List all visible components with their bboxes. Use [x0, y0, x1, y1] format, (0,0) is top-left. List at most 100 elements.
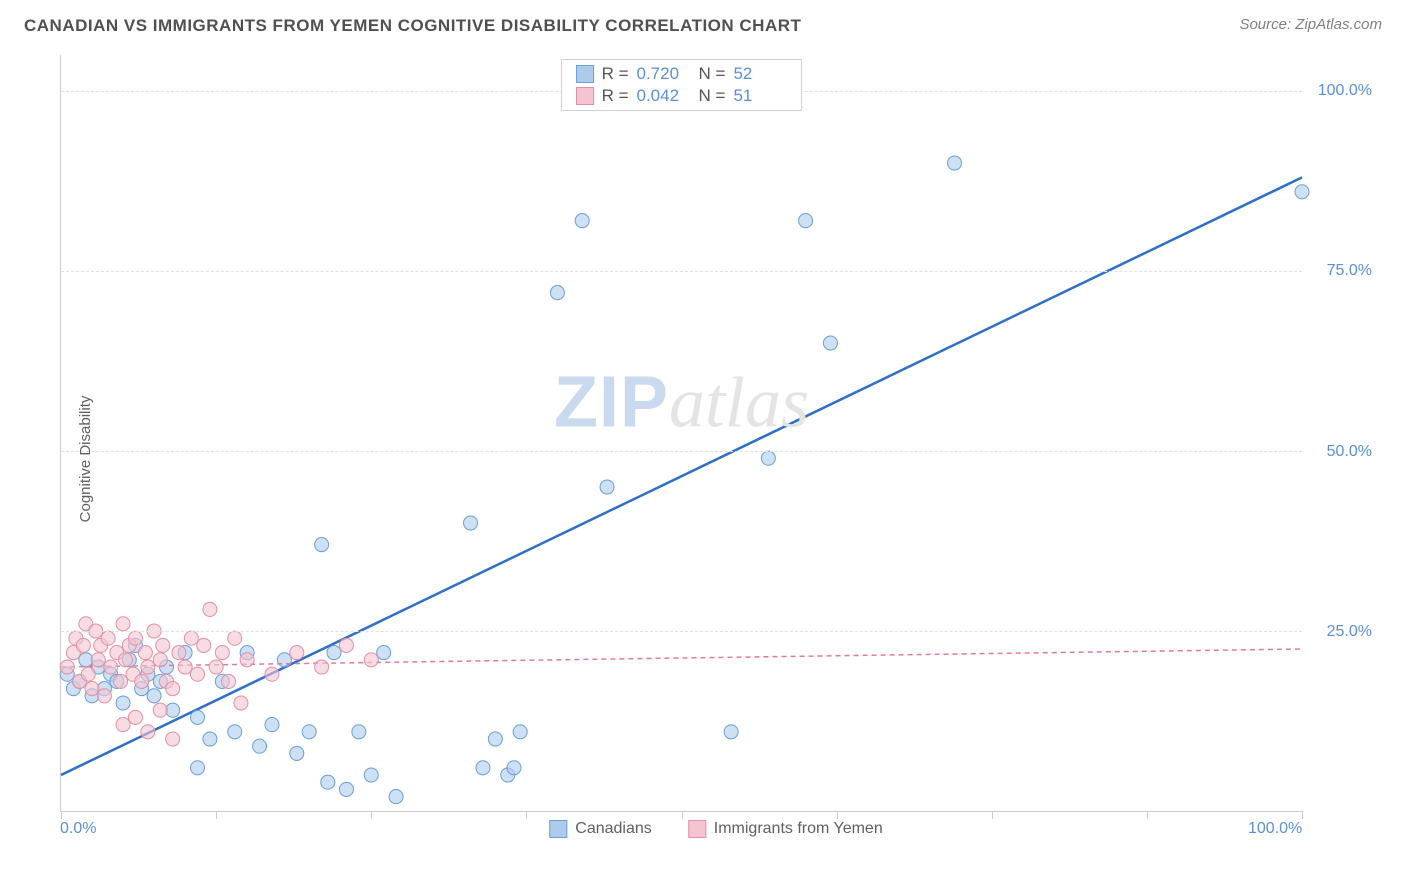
data-point	[116, 696, 130, 710]
chart-container: Cognitive Disability R =0.720N =52R =0.0…	[50, 55, 1382, 862]
data-point	[464, 516, 478, 530]
legend-swatch	[576, 87, 594, 105]
y-tick-label: 25.0%	[1327, 623, 1372, 641]
plot-svg	[61, 55, 1302, 811]
data-point	[302, 725, 316, 739]
legend-item: Canadians	[549, 820, 652, 838]
x-tick	[216, 811, 217, 819]
data-point	[339, 782, 353, 796]
x-tick	[1302, 811, 1303, 819]
data-point	[377, 646, 391, 660]
data-point	[141, 725, 155, 739]
x-tick	[61, 811, 62, 819]
legend-item: Immigrants from Yemen	[688, 820, 883, 838]
data-point	[513, 725, 527, 739]
data-point	[315, 538, 329, 552]
x-tick	[526, 811, 527, 819]
y-tick-label: 100.0%	[1318, 82, 1372, 100]
r-value: 0.720	[637, 64, 691, 84]
data-point	[277, 653, 291, 667]
data-point	[197, 638, 211, 652]
data-point	[352, 725, 366, 739]
data-point	[724, 725, 738, 739]
n-value: 51	[733, 86, 787, 106]
data-point	[184, 631, 198, 645]
x-tick	[837, 811, 838, 819]
data-point	[203, 732, 217, 746]
x-tick-label: 0.0%	[60, 820, 96, 838]
data-point	[265, 718, 279, 732]
data-point	[114, 674, 128, 688]
data-point	[191, 667, 205, 681]
plot-area: R =0.720N =52R =0.042N =51 ZIPatlas	[60, 55, 1302, 812]
data-point	[191, 710, 205, 724]
r-value: 0.042	[637, 86, 691, 106]
data-point	[191, 761, 205, 775]
x-tick	[682, 811, 683, 819]
data-point	[215, 646, 229, 660]
data-point	[156, 638, 170, 652]
data-point	[321, 775, 335, 789]
data-point	[147, 689, 161, 703]
data-point	[76, 638, 90, 652]
data-point	[228, 725, 242, 739]
data-point	[761, 451, 775, 465]
data-point	[507, 761, 521, 775]
x-tick-label: 100.0%	[1248, 820, 1302, 838]
data-point	[209, 660, 223, 674]
data-point	[327, 646, 341, 660]
legend-swatch	[576, 65, 594, 83]
data-point	[91, 653, 105, 667]
data-point	[116, 718, 130, 732]
data-point	[488, 732, 502, 746]
x-tick	[1147, 811, 1148, 819]
n-value: 52	[733, 64, 787, 84]
data-point	[128, 631, 142, 645]
legend-swatch	[549, 820, 567, 838]
legend-swatch	[688, 820, 706, 838]
data-point	[166, 703, 180, 717]
gridline	[61, 631, 1302, 632]
legend-stat-row: R =0.720N =52	[576, 64, 788, 84]
data-point	[85, 682, 99, 696]
source-attribution: Source: ZipAtlas.com	[1239, 16, 1382, 33]
data-point	[364, 768, 378, 782]
data-point	[116, 617, 130, 631]
series-legend: Canadians Immigrants from Yemen	[549, 820, 882, 838]
chart-title: CANADIAN VS IMMIGRANTS FROM YEMEN COGNIT…	[24, 16, 801, 36]
x-tick	[371, 811, 372, 819]
data-point	[290, 646, 304, 660]
data-point	[178, 660, 192, 674]
data-point	[476, 761, 490, 775]
gridline	[61, 271, 1302, 272]
data-point	[253, 739, 267, 753]
data-point	[153, 653, 167, 667]
data-point	[166, 732, 180, 746]
data-point	[234, 696, 248, 710]
data-point	[81, 667, 95, 681]
data-point	[364, 653, 378, 667]
data-point	[222, 674, 236, 688]
gridline	[61, 451, 1302, 452]
data-point	[315, 660, 329, 674]
data-point	[141, 660, 155, 674]
data-point	[203, 602, 217, 616]
data-point	[389, 790, 403, 804]
data-point	[799, 214, 813, 228]
data-point	[153, 703, 167, 717]
data-point	[97, 689, 111, 703]
legend-label: Canadians	[575, 820, 652, 838]
data-point	[228, 631, 242, 645]
data-point	[60, 660, 74, 674]
data-point	[339, 638, 353, 652]
data-point	[240, 653, 254, 667]
data-point	[135, 674, 149, 688]
data-point	[138, 646, 152, 660]
data-point	[823, 336, 837, 350]
data-point	[600, 480, 614, 494]
legend-stat-row: R =0.042N =51	[576, 86, 788, 106]
trend-line	[61, 177, 1302, 775]
correlation-legend: R =0.720N =52R =0.042N =51	[561, 59, 803, 111]
y-tick-label: 50.0%	[1327, 443, 1372, 461]
data-point	[1295, 185, 1309, 199]
